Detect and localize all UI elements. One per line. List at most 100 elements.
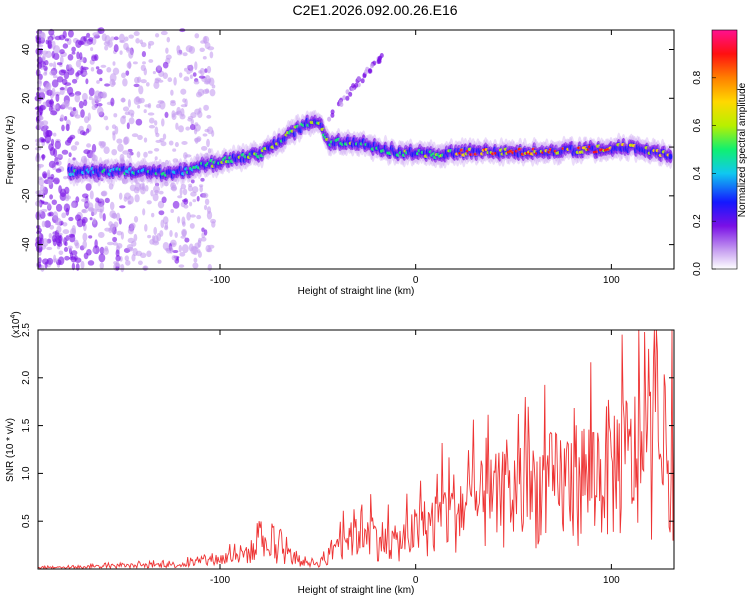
- noise-cell: [48, 232, 52, 239]
- noise-cell: [160, 162, 167, 167]
- noise-cell: [201, 227, 205, 233]
- noise-cell: [69, 234, 76, 243]
- noise-cell: [36, 230, 42, 235]
- noise-cell: [134, 182, 142, 192]
- noise-cell: [80, 109, 85, 118]
- noise-cell: [209, 51, 214, 59]
- noise-cell: [160, 141, 167, 147]
- noise-cell: [78, 100, 84, 109]
- noise-cell: [89, 190, 94, 200]
- noise-cell: [94, 201, 100, 211]
- noise-cell: [184, 154, 192, 158]
- noise-cell: [206, 65, 212, 74]
- noise-cell: [38, 115, 44, 121]
- noise-cell: [115, 255, 121, 262]
- noise-cell: [126, 152, 132, 159]
- noise-cell: [79, 130, 86, 136]
- noise-cell: [109, 201, 115, 211]
- noise-cell: [118, 192, 123, 200]
- noise-cell: [49, 62, 54, 67]
- noise-cell: [194, 122, 199, 127]
- noise-cell: [141, 51, 147, 58]
- noise-cell: [167, 77, 173, 83]
- noise-cell: [184, 67, 188, 72]
- noise-cell: [165, 47, 169, 54]
- noise-cell: [194, 33, 200, 39]
- noise-cell: [46, 169, 51, 177]
- noise-cell: [172, 200, 180, 209]
- noise-cell: [131, 240, 137, 247]
- noise-cell: [198, 75, 206, 79]
- noise-cell: [119, 40, 126, 44]
- noise-cell: [44, 85, 48, 93]
- noise-cell: [164, 221, 169, 230]
- spectrogram-x-axis-label: Height of straight line (km): [298, 286, 415, 297]
- noise-cell: [122, 177, 128, 185]
- streak-cell: [356, 76, 361, 82]
- noise-cell: [75, 59, 81, 68]
- noise-cell: [114, 125, 119, 135]
- noise-cell: [75, 72, 80, 77]
- noise-cell: [54, 35, 62, 41]
- noise-cell: [128, 34, 134, 39]
- noise-cell: [143, 67, 148, 76]
- noise-cell: [136, 151, 141, 158]
- noise-cell: [206, 126, 214, 135]
- noise-cell: [75, 263, 80, 271]
- y-tick-label: 0: [21, 144, 32, 150]
- noise-cell: [188, 46, 196, 54]
- noise-cell: [62, 30, 67, 39]
- noise-cell: [83, 99, 88, 107]
- noise-cell: [186, 70, 191, 75]
- noise-cell: [158, 210, 165, 216]
- noise-cell: [55, 93, 60, 102]
- noise-cell: [183, 198, 189, 205]
- noise-cell: [88, 235, 93, 239]
- noise-cell: [38, 177, 45, 187]
- noise-cell: [61, 124, 65, 132]
- noise-cell: [179, 251, 186, 257]
- noise-cell: [58, 256, 65, 266]
- noise-cell: [92, 32, 100, 37]
- noise-cell: [197, 239, 202, 248]
- noise-cell: [71, 51, 76, 55]
- noise-cell: [80, 36, 87, 45]
- noise-cell: [148, 117, 155, 124]
- noise-cell: [51, 79, 59, 88]
- noise-cell: [48, 160, 56, 169]
- noise-cell: [43, 124, 47, 132]
- noise-cell: [48, 28, 55, 36]
- noise-cell: [112, 132, 116, 141]
- noise-cell: [199, 185, 203, 193]
- noise-cell: [206, 114, 212, 119]
- noise-cell: [42, 238, 49, 247]
- noise-cell: [140, 42, 147, 48]
- noise-cell: [85, 128, 90, 134]
- spectrogram-heatmap: [34, 27, 673, 273]
- noise-cell: [200, 236, 207, 242]
- colorbar-tick-label: 0.8: [692, 70, 703, 84]
- noise-cell: [157, 100, 165, 104]
- noise-cell: [94, 90, 101, 100]
- noise-cell: [43, 65, 48, 71]
- noise-cell: [174, 142, 179, 148]
- noise-cell: [47, 202, 51, 210]
- noise-cell: [181, 229, 187, 237]
- noise-cell: [49, 224, 55, 230]
- noise-cell: [143, 151, 148, 158]
- noise-cell: [160, 30, 168, 36]
- noise-cell: [142, 61, 146, 65]
- noise-cell: [147, 150, 153, 154]
- noise-cell: [171, 184, 178, 192]
- noise-cell: [112, 67, 120, 75]
- noise-cell: [88, 37, 94, 42]
- noise-cell: [129, 184, 137, 192]
- noise-cell: [41, 138, 47, 143]
- noise-cell: [171, 255, 177, 261]
- noise-cell: [42, 258, 49, 265]
- noise-cell: [96, 80, 100, 84]
- noise-cell: [145, 82, 150, 87]
- noise-cell: [85, 183, 92, 191]
- noise-cell: [64, 186, 70, 194]
